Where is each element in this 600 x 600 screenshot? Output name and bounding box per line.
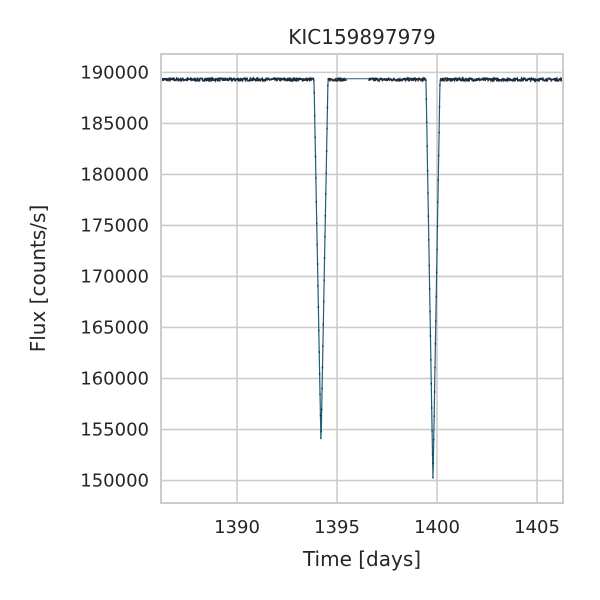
y-axis-title: Flux [counts/s]: [26, 205, 50, 353]
flux-points: [160, 77, 347, 440]
y-tick-label: 180000: [80, 164, 149, 185]
x-tick-label: 1395: [314, 517, 360, 538]
chart-title: KIC159897979: [288, 25, 436, 49]
x-axis-title: Time [days]: [302, 547, 421, 571]
y-tick-label: 170000: [80, 266, 149, 287]
y-tick-label: 190000: [80, 62, 149, 83]
flux-series-line: [160, 75, 347, 439]
y-ticks: 150000 155000 160000 165000 170000 175000 1800…: [80, 62, 149, 491]
y-tick-label: 185000: [80, 113, 149, 134]
x-tick-label: 1390: [214, 517, 260, 538]
y-tick-label: 150000: [80, 471, 149, 492]
series-layer: [160, 75, 564, 479]
x-tick-label: 1400: [414, 517, 460, 538]
y-tick-label: 175000: [80, 215, 149, 236]
grid: [161, 54, 563, 503]
flux-series-line: [368, 75, 564, 478]
y-tick-label: 160000: [80, 369, 149, 390]
x-tick-label: 1405: [514, 517, 560, 538]
plot-frame: [160, 53, 564, 504]
x-ticks: 1390 1395 1400 1405: [214, 517, 560, 538]
y-tick-label: 165000: [80, 317, 149, 338]
flux-points: [368, 77, 564, 479]
y-tick-label: 155000: [80, 420, 149, 441]
